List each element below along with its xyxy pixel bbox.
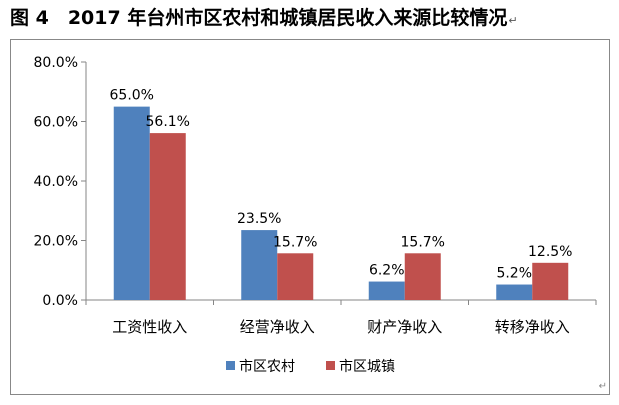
- legend-swatch: [326, 361, 335, 370]
- y-tick-label: 0.0%: [42, 293, 78, 309]
- bar: [149, 133, 186, 300]
- chart-frame: 0.0% 20.0% 40.0% 60.0% 80.0% 工资性收入 65.0% 56.1% 经…: [10, 39, 610, 395]
- y-tick-label: 60.0%: [34, 115, 78, 131]
- data-label: 6.2%: [369, 263, 405, 279]
- bar: [532, 262, 569, 300]
- bar: [113, 106, 150, 300]
- legend-swatch: [226, 361, 235, 370]
- bar: [241, 230, 278, 300]
- bar: [404, 253, 441, 300]
- bar-chart: 0.0% 20.0% 40.0% 60.0% 80.0% 工资性收入 65.0% 56.1% 经…: [34, 55, 597, 375]
- bar: [496, 284, 533, 300]
- bar: [277, 253, 314, 300]
- data-label: 15.7%: [273, 234, 317, 250]
- x-tick-label: 经营净收入: [240, 318, 315, 336]
- bar: [368, 281, 405, 300]
- paragraph-mark: ↵: [508, 14, 518, 27]
- y-tick-label: 20.0%: [34, 234, 78, 250]
- x-tick-label: 财产净收入: [367, 318, 442, 336]
- legend-label: 市区农村: [239, 358, 295, 375]
- x-tick-label: 工资性收入: [112, 318, 187, 336]
- data-label: 56.1%: [146, 114, 190, 130]
- corner-mark: ↵: [598, 381, 607, 392]
- y-tick-label: 80.0%: [34, 55, 78, 71]
- chart-title-text: 图 4 2017 年台州市区农村和城镇居民收入来源比较情况: [10, 7, 508, 29]
- data-label: 15.7%: [401, 234, 445, 250]
- data-label: 12.5%: [528, 244, 572, 260]
- x-tick-label: 转移净收入: [495, 318, 570, 336]
- data-label: 23.5%: [237, 211, 281, 227]
- data-label: 65.0%: [110, 88, 154, 104]
- chart-title: 图 4 2017 年台州市区农村和城镇居民收入来源比较情况↵: [10, 4, 615, 32]
- y-tick-label: 40.0%: [34, 174, 78, 190]
- legend-label: 市区城镇: [339, 358, 395, 375]
- data-label: 5.2%: [496, 266, 532, 282]
